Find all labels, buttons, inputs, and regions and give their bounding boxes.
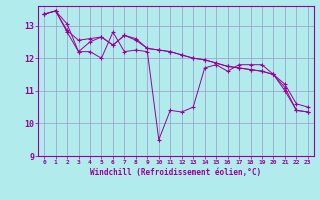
X-axis label: Windchill (Refroidissement éolien,°C): Windchill (Refroidissement éolien,°C) (91, 168, 261, 177)
